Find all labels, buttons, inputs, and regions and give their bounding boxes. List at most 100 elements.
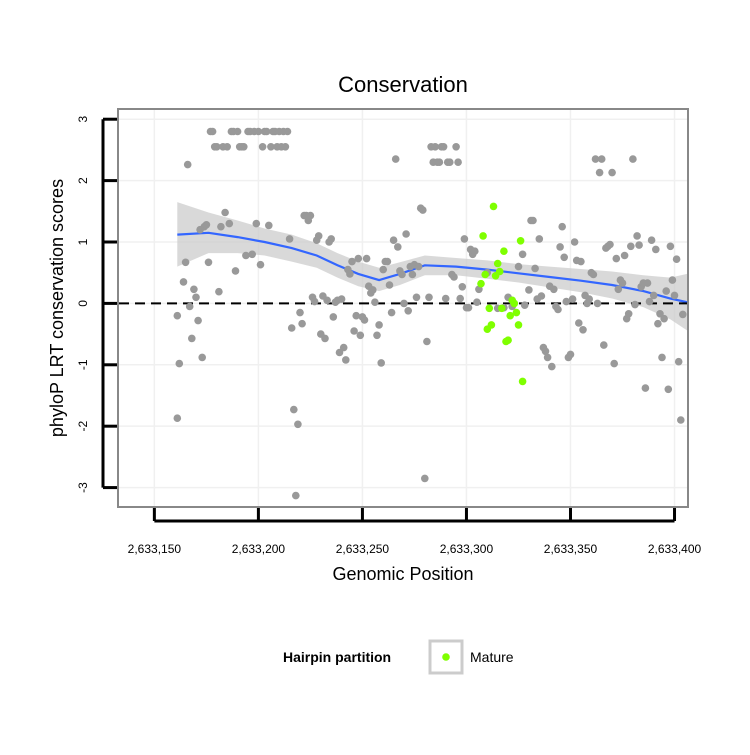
point-other	[262, 127, 271, 136]
point-other	[352, 311, 361, 320]
point-other	[666, 242, 675, 251]
point-mature	[495, 267, 504, 276]
point-other	[670, 291, 679, 300]
point-other	[439, 143, 448, 151]
y-axis: 3 2 1 0 -1 -2 -3	[76, 116, 117, 493]
point-mature	[514, 321, 523, 329]
point-other	[624, 310, 633, 318]
point-other	[350, 327, 358, 335]
point-other	[471, 247, 479, 255]
point-other	[183, 160, 192, 169]
point-other	[248, 250, 256, 259]
point-other	[337, 295, 346, 303]
point-other	[631, 300, 639, 309]
point-other	[258, 143, 267, 151]
point-mature	[512, 308, 521, 317]
point-other	[215, 287, 223, 296]
point-other	[329, 313, 338, 321]
point-other	[321, 334, 329, 343]
point-other	[610, 359, 618, 368]
point-other	[537, 292, 546, 300]
y-tick-label: -2	[76, 421, 90, 432]
point-other	[348, 257, 356, 266]
point-other	[562, 297, 571, 306]
point-other	[306, 211, 315, 220]
point-mature	[487, 321, 496, 329]
x-tick-label: 2,633,200	[232, 542, 286, 556]
point-other	[179, 278, 188, 286]
point-other	[327, 235, 336, 243]
x-axis: 2,633,150 2,633,200 2,633,250 2,633,300 2,63…	[128, 508, 702, 556]
point-other	[188, 334, 196, 343]
point-mature	[504, 336, 512, 345]
point-other	[456, 294, 465, 303]
point-mature	[506, 311, 514, 320]
point-other	[394, 243, 402, 251]
legend-key-mature	[442, 653, 450, 661]
point-other	[652, 245, 660, 254]
point-other	[194, 316, 202, 325]
point-other	[421, 474, 429, 483]
point-other	[568, 295, 577, 303]
point-other	[252, 219, 261, 228]
point-other	[543, 353, 552, 362]
point-other	[641, 384, 650, 392]
point-other	[525, 286, 533, 294]
point-other	[454, 158, 462, 166]
point-other	[460, 235, 469, 243]
point-other	[385, 281, 394, 289]
point-other	[375, 321, 383, 329]
point-other	[362, 254, 371, 263]
point-other	[662, 287, 670, 295]
point-other	[339, 343, 348, 352]
y-tick-label: 0	[76, 300, 90, 307]
point-other	[267, 143, 275, 151]
point-other	[645, 297, 654, 306]
point-other	[560, 253, 568, 262]
legend-label-mature: Mature	[470, 649, 514, 665]
point-other	[181, 258, 190, 267]
point-other	[371, 298, 379, 307]
plot-panel	[117, 108, 689, 508]
point-other	[208, 127, 217, 136]
point-other	[548, 362, 556, 371]
point-other	[579, 326, 587, 334]
point-other	[677, 416, 685, 424]
point-mature	[481, 270, 490, 279]
point-other	[342, 356, 350, 364]
point-other	[535, 235, 544, 243]
point-other	[190, 285, 198, 294]
point-other	[290, 405, 298, 414]
point-other	[643, 279, 652, 287]
point-other	[647, 236, 656, 244]
point-other	[296, 308, 304, 317]
point-mature	[510, 299, 519, 308]
point-other	[664, 385, 673, 394]
y-tick-label: 2	[76, 177, 90, 184]
point-other	[629, 155, 637, 163]
point-other	[204, 258, 213, 267]
point-other	[294, 420, 302, 429]
point-other	[566, 350, 575, 359]
point-other	[591, 155, 600, 163]
point-mature	[479, 232, 487, 240]
point-other	[414, 262, 423, 271]
points-layer	[173, 127, 687, 500]
point-other	[531, 264, 539, 273]
x-axis-title: Genomic Position	[332, 564, 473, 584]
point-other	[577, 257, 585, 266]
point-other	[423, 337, 431, 346]
point-mature	[500, 247, 508, 255]
point-other	[221, 208, 229, 217]
point-other	[529, 216, 537, 225]
point-other	[175, 359, 184, 368]
y-tick-label: -1	[76, 359, 90, 370]
point-other	[298, 319, 306, 328]
point-other	[231, 267, 240, 275]
point-other	[400, 299, 408, 308]
point-other	[346, 270, 354, 278]
point-mature	[493, 259, 502, 268]
point-other	[285, 235, 294, 243]
x-tick-label: 2,633,150	[128, 542, 182, 556]
